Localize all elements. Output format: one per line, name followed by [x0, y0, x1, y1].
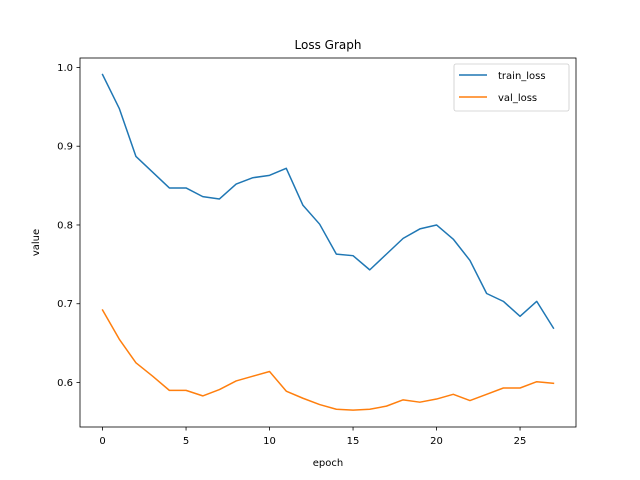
- y-tick-label: 0.8: [57, 220, 73, 231]
- y-tick-label: 1.0: [57, 63, 73, 74]
- x-tick-label: 10: [263, 436, 276, 447]
- title-layer: Loss Graph: [295, 38, 362, 52]
- legend-layer: train_loss val_loss: [453, 63, 570, 112]
- x-axis-label: epoch: [313, 458, 343, 469]
- y-tick-label: 0.7: [57, 299, 73, 310]
- y-tick-label: 0.9: [57, 142, 73, 153]
- legend-label-train-loss: train_loss: [498, 71, 546, 82]
- x-tick-label: 0: [99, 436, 105, 447]
- series-layer: [101, 73, 555, 411]
- x-tick-label: 25: [514, 436, 527, 447]
- x-tick-label: 15: [347, 436, 360, 447]
- series-line-val-loss: [101, 309, 555, 411]
- x-tick-label: 5: [183, 436, 189, 447]
- legend-label-val-loss: val_loss: [498, 93, 537, 104]
- series-line-train-loss: [101, 73, 555, 330]
- plot-frame: [79, 57, 577, 428]
- axes-layer: epoch value 0 5 10 15 20 25 0.6 0.7 0.8 0.9 1.0: [31, 57, 577, 469]
- chart-title: Loss Graph: [295, 38, 362, 52]
- x-tick-label: 20: [430, 436, 443, 447]
- y-tick-label: 0.6: [57, 378, 73, 389]
- y-axis-label: value: [31, 229, 42, 256]
